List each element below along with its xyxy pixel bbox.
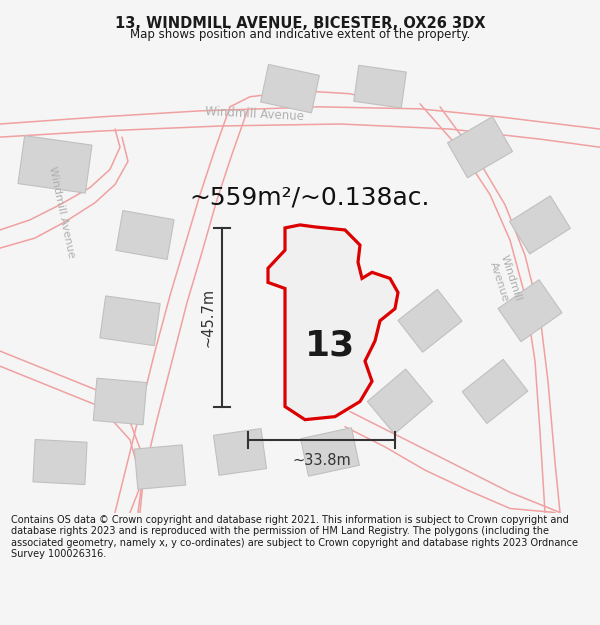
Polygon shape [93, 378, 147, 425]
Text: 13, WINDMILL AVENUE, BICESTER, OX26 3DX: 13, WINDMILL AVENUE, BICESTER, OX26 3DX [115, 16, 485, 31]
Polygon shape [509, 196, 571, 254]
Polygon shape [301, 428, 359, 476]
Polygon shape [18, 136, 92, 193]
Text: Windmill Avenue: Windmill Avenue [47, 165, 77, 259]
Polygon shape [268, 225, 398, 419]
Polygon shape [260, 64, 319, 113]
Polygon shape [462, 359, 528, 424]
Text: Windmill
Avenue: Windmill Avenue [487, 254, 523, 307]
Text: Map shows position and indicative extent of the property.: Map shows position and indicative extent… [130, 28, 470, 41]
Polygon shape [448, 117, 512, 178]
Text: ~33.8m: ~33.8m [292, 452, 351, 468]
Text: 13: 13 [305, 329, 355, 363]
Text: Windmill Avenue: Windmill Avenue [205, 105, 305, 123]
Text: ~559m²/~0.138ac.: ~559m²/~0.138ac. [190, 186, 430, 209]
Polygon shape [100, 296, 160, 346]
Polygon shape [354, 65, 406, 108]
Text: ~45.7m: ~45.7m [200, 288, 215, 347]
Polygon shape [398, 289, 462, 352]
Text: Contains OS data © Crown copyright and database right 2021. This information is : Contains OS data © Crown copyright and d… [11, 515, 578, 559]
Polygon shape [498, 279, 562, 342]
Polygon shape [134, 445, 185, 489]
Polygon shape [33, 439, 87, 484]
Polygon shape [367, 369, 433, 434]
Polygon shape [214, 429, 266, 475]
Polygon shape [116, 211, 174, 259]
